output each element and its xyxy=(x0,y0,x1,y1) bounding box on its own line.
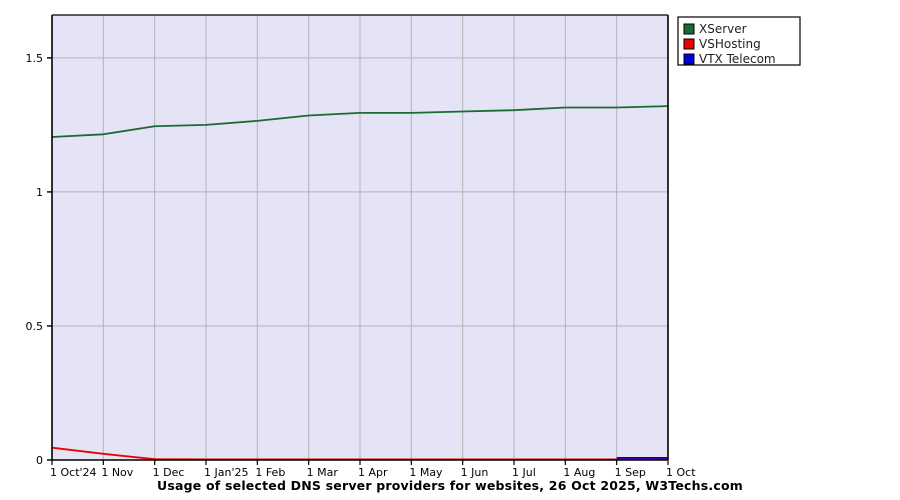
legend-label-vshosting[interactable]: VSHosting xyxy=(699,37,761,51)
x-axis-tick-label: 1 May xyxy=(409,466,443,479)
chart-title: Usage of selected DNS server providers f… xyxy=(157,478,743,493)
x-axis-tick-label: 1 Nov xyxy=(101,466,133,479)
y-axis-ticks: 0 0.5 1 1.5 xyxy=(26,52,52,467)
x-axis-tick-label: 1 Mar xyxy=(307,466,339,479)
x-axis-tick-label: 1 Jan'25 xyxy=(204,466,248,479)
x-axis-ticks: 1 Oct'24 1 Nov 1 Dec 1 Jan'25 1 Feb 1 Mar 1 Ap… xyxy=(50,460,696,479)
y-axis-tick-label: 0.5 xyxy=(26,320,44,333)
x-axis-tick-label: 1 Sep xyxy=(615,466,646,479)
x-axis-tick-label: 1 Jul xyxy=(512,466,536,479)
legend-swatch-vtx-telecom[interactable] xyxy=(683,53,695,65)
x-axis-tick-label: 1 Oct'24 xyxy=(50,466,97,479)
x-axis-tick-label: 1 Apr xyxy=(358,466,388,479)
y-axis-tick-label: 1.5 xyxy=(26,52,44,65)
legend-swatch-vshosting[interactable] xyxy=(683,38,695,50)
x-axis-tick-label: 1 Aug xyxy=(563,466,595,479)
x-axis-tick-label: 1 Oct xyxy=(666,466,696,479)
series-line-xserver xyxy=(51,105,669,138)
x-axis-tick-label: 1 Dec xyxy=(153,466,185,479)
y-axis-tick-label: 1 xyxy=(36,186,43,199)
legend-swatch-xserver[interactable] xyxy=(683,23,695,35)
x-axis-tick-label: 1 Feb xyxy=(255,466,285,479)
x-axis-tick-label: 1 Jun xyxy=(461,466,489,479)
legend-label-xserver[interactable]: XServer xyxy=(699,22,747,36)
y-axis-tick-label: 0 xyxy=(36,454,43,467)
legend-label-vtx-telecom[interactable]: VTX Telecom xyxy=(699,52,776,66)
